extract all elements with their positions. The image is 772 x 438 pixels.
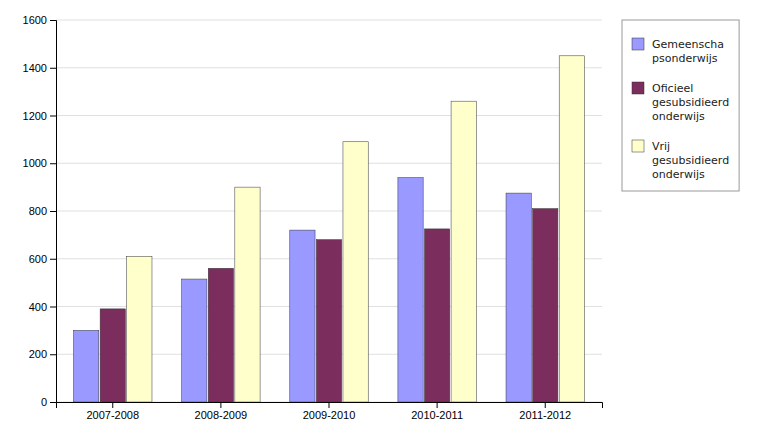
y-tick-label: 1400: [23, 62, 47, 74]
y-tick-mark: [50, 211, 56, 212]
y-tick: 0: [41, 396, 56, 408]
y-tick: 1200: [23, 110, 56, 122]
legend: Gemeenschapsonderwijs Oficieelgesubsidiee…: [622, 20, 739, 191]
y-tick: 200: [29, 348, 56, 360]
legend-item: Oficieelgesubsidieerdonderwijs: [632, 82, 729, 123]
plot: 020040060080010001200140016002007-200820…: [23, 14, 603, 421]
x-tick: 2010-2011: [411, 402, 463, 421]
legend-label: Gemeenschapsonderwijs: [652, 38, 724, 65]
y-tick-label: 1600: [23, 14, 47, 26]
x-axis-line: [57, 403, 603, 409]
y-tick: 1400: [23, 62, 56, 74]
grid-line: [56, 163, 602, 164]
y-tick-mark: [50, 259, 56, 260]
x-axis: 2007-2008 2008-2009 2009-2010 2010-2011 2011…: [57, 402, 603, 421]
grid-line: [56, 115, 602, 116]
y-tick: 1600: [23, 14, 56, 26]
bar: [235, 187, 260, 402]
bar: [506, 193, 531, 402]
y-tick: 800: [29, 205, 56, 217]
legend-item: Gemeenschapsonderwijs: [632, 38, 724, 65]
x-tick-mark: [329, 402, 330, 408]
y-tick-mark: [50, 307, 56, 308]
x-tick-label: 2010-2011: [411, 409, 463, 421]
x-tick: 2009-2010: [303, 402, 356, 421]
grid-line: [56, 20, 602, 21]
y-tick-mark: [50, 163, 56, 164]
bar: [451, 101, 476, 402]
x-tick-label: 2007-2008: [86, 409, 139, 421]
y-tick-mark: [50, 20, 56, 21]
bar: [74, 330, 99, 402]
x-tick-mark: [112, 402, 113, 408]
x-tick-label: 2011-2012: [519, 409, 571, 421]
y-tick-label: 0: [41, 396, 47, 408]
y-tick: 600: [29, 253, 56, 265]
chart: 020040060080010001200140016002007-200820…: [0, 0, 772, 438]
bar-series: [127, 56, 585, 402]
legend-swatch: [632, 38, 644, 50]
y-tick-label: 800: [29, 205, 47, 217]
y-tick-label: 1200: [23, 110, 47, 122]
bar: [290, 230, 315, 402]
y-tick-mark: [50, 354, 56, 355]
x-tick-label: 2009-2010: [303, 409, 356, 421]
y-tick-mark: [50, 402, 56, 403]
x-tick-mark: [220, 402, 221, 408]
bar-series: [100, 209, 558, 402]
y-axis-line: [50, 21, 57, 403]
y-tick: 1000: [23, 157, 56, 169]
bar: [533, 209, 558, 402]
legend-frame: [622, 20, 739, 191]
x-tick: 2011-2012: [519, 402, 571, 421]
x-tick-label: 2008-2009: [195, 409, 248, 421]
y-tick-label: 200: [29, 348, 47, 360]
y-tick-label: 400: [29, 301, 47, 313]
bars: [74, 56, 585, 402]
legend-label: Oficieelgesubsidieerdonderwijs: [652, 82, 729, 123]
bar: [182, 279, 207, 402]
x-tick: 2007-2008: [86, 402, 139, 421]
legend-swatch: [632, 140, 644, 152]
grid: [56, 20, 602, 402]
y-tick: 400: [29, 301, 56, 313]
legend-item: Vrijgesubsidieerdonderwijs: [632, 140, 729, 181]
x-tick-mark: [437, 402, 438, 408]
y-tick-label: 1000: [23, 157, 47, 169]
y-tick-mark: [50, 68, 56, 69]
legend-swatch: [632, 82, 644, 94]
bar: [343, 142, 368, 402]
bar: [127, 256, 152, 402]
grid-line: [56, 67, 602, 68]
y-axis: 0 200 400 600 800 1000 1200 1400 1600: [23, 14, 57, 408]
bar: [559, 56, 584, 402]
bar: [424, 229, 449, 402]
bar: [398, 178, 423, 402]
bar: [100, 309, 125, 402]
legend-label: Vrijgesubsidieerdonderwijs: [652, 140, 729, 181]
bar: [208, 268, 233, 402]
y-tick-mark: [50, 116, 56, 117]
bar: [316, 240, 341, 402]
y-tick-label: 600: [29, 253, 47, 265]
x-tick-mark: [545, 402, 546, 408]
x-tick: 2008-2009: [195, 402, 248, 421]
